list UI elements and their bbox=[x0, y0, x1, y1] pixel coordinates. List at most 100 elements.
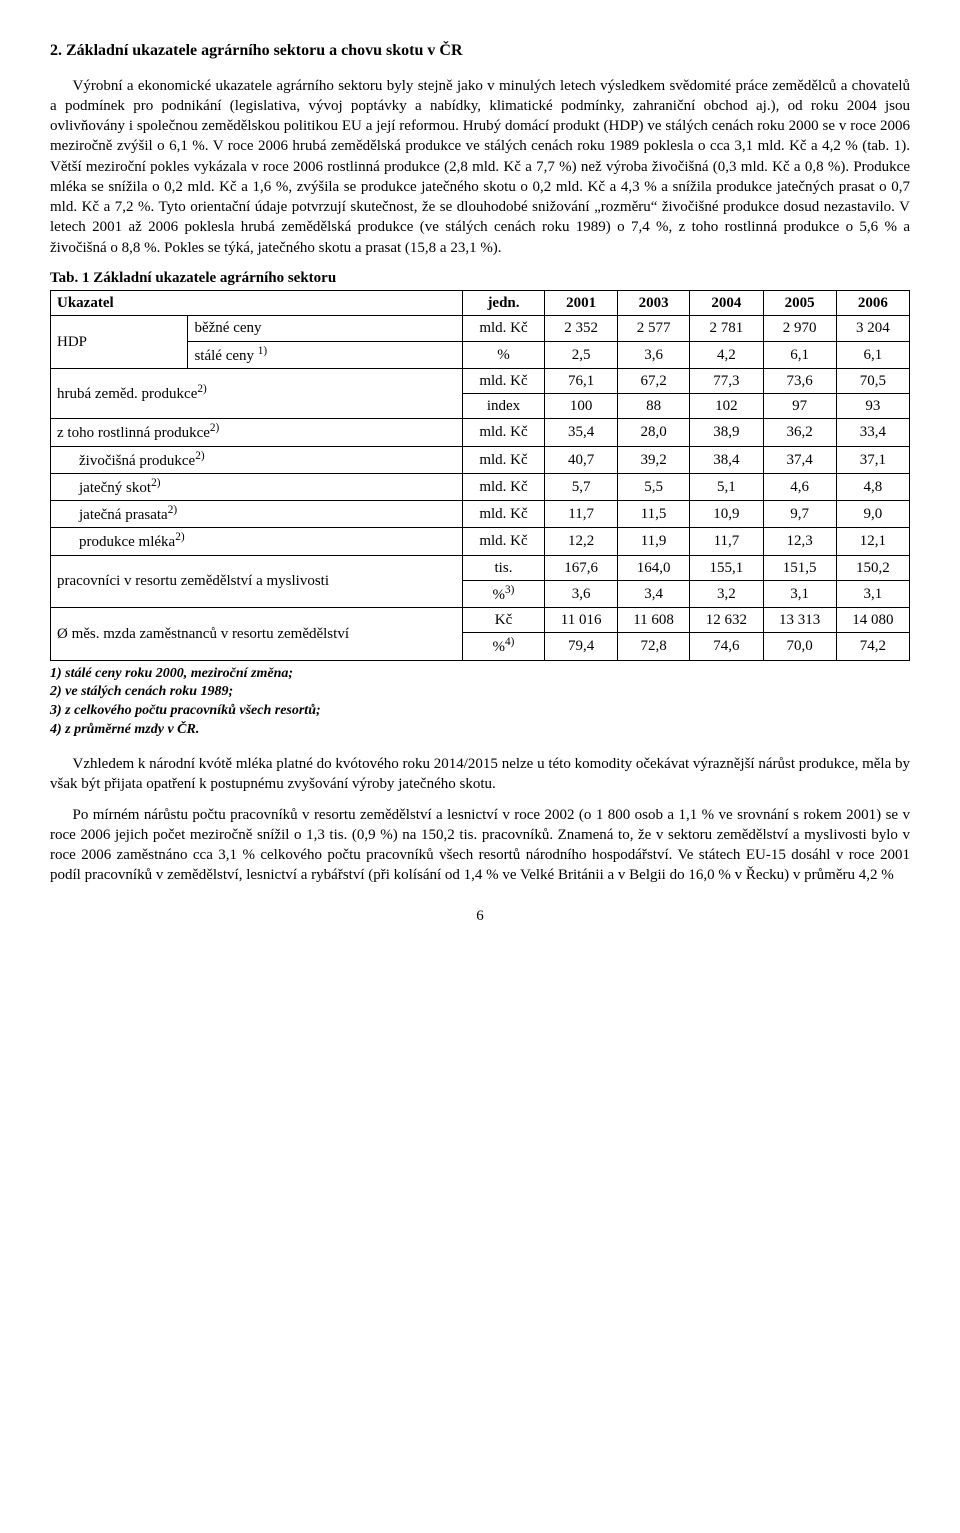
table-title: Tab. 1 Základní ukazatele agrárního sekt… bbox=[50, 268, 910, 288]
row-label-pracovnici: pracovníci v resortu zemědělství a mysli… bbox=[51, 555, 463, 608]
cell: 11,9 bbox=[617, 528, 689, 555]
cell: 67,2 bbox=[617, 368, 689, 393]
row-label-hdp: HDP bbox=[51, 316, 188, 369]
cell: 28,0 bbox=[617, 419, 689, 446]
cell: 13 313 bbox=[763, 608, 836, 633]
cell: 3,4 bbox=[617, 580, 689, 607]
cell-unit: mld. Kč bbox=[462, 528, 545, 555]
cell-unit: %3) bbox=[462, 580, 545, 607]
table-row: pracovníci v resortu zemědělství a mysli… bbox=[51, 555, 910, 580]
table-row: HDP běžné ceny mld. Kč 2 352 2 577 2 781… bbox=[51, 316, 910, 341]
cell-unit: mld. Kč bbox=[462, 473, 545, 500]
cell: 164,0 bbox=[617, 555, 689, 580]
section-title: 2. Základní ukazatele agrárního sektoru … bbox=[50, 40, 910, 62]
cell: 73,6 bbox=[763, 368, 836, 393]
cell: 5,5 bbox=[617, 473, 689, 500]
cell: 74,6 bbox=[690, 633, 763, 660]
col-2006: 2006 bbox=[836, 291, 909, 316]
cell: 3 204 bbox=[836, 316, 909, 341]
main-table: Ukazatel jedn. 2001 2003 2004 2005 2006 … bbox=[50, 290, 910, 661]
footnote-2: 2) ve stálých cenách roku 1989; bbox=[50, 683, 910, 702]
cell: 70,0 bbox=[763, 633, 836, 660]
cell: 11,5 bbox=[617, 501, 689, 528]
col-2004: 2004 bbox=[690, 291, 763, 316]
cell: 6,1 bbox=[836, 341, 909, 368]
cell: 6,1 bbox=[763, 341, 836, 368]
cell: 2,5 bbox=[545, 341, 617, 368]
row-sub-bezne: běžné ceny bbox=[188, 316, 462, 341]
table-header-row: Ukazatel jedn. 2001 2003 2004 2005 2006 bbox=[51, 291, 910, 316]
cell: 100 bbox=[545, 394, 617, 419]
cell: 4,2 bbox=[690, 341, 763, 368]
cell-unit: %4) bbox=[462, 633, 545, 660]
table-footnotes: 1) stálé ceny roku 2000, meziroční změna… bbox=[50, 665, 910, 741]
table-row: hrubá zeměd. produkce2) mld. Kč 76,1 67,… bbox=[51, 368, 910, 393]
cell-unit: mld. Kč bbox=[462, 419, 545, 446]
row-label-zivocisna: živočišná produkce2) bbox=[51, 446, 463, 473]
cell: 38,9 bbox=[690, 419, 763, 446]
paragraph-2: Vzhledem k národní kvótě mléka platné do… bbox=[50, 754, 910, 795]
cell: 12,3 bbox=[763, 528, 836, 555]
cell-unit: mld. Kč bbox=[462, 316, 545, 341]
cell: 12,2 bbox=[545, 528, 617, 555]
col-ukazatel: Ukazatel bbox=[51, 291, 463, 316]
cell: 38,4 bbox=[690, 446, 763, 473]
table-row: jatečný skot2) mld. Kč 5,7 5,5 5,1 4,6 4… bbox=[51, 473, 910, 500]
cell: 11,7 bbox=[690, 528, 763, 555]
cell: 5,1 bbox=[690, 473, 763, 500]
cell: 12,1 bbox=[836, 528, 909, 555]
cell: 70,5 bbox=[836, 368, 909, 393]
col-2003: 2003 bbox=[617, 291, 689, 316]
cell: 3,6 bbox=[617, 341, 689, 368]
row-label-skot: jatečný skot2) bbox=[51, 473, 463, 500]
cell-unit: mld. Kč bbox=[462, 446, 545, 473]
cell: 155,1 bbox=[690, 555, 763, 580]
footnote-1: 1) stálé ceny roku 2000, meziroční změna… bbox=[50, 665, 910, 684]
paragraph-3: Po mírném nárůstu počtu pracovníků v res… bbox=[50, 805, 910, 886]
cell: 4,6 bbox=[763, 473, 836, 500]
row-sub-stale: stálé ceny 1) bbox=[188, 341, 462, 368]
cell: 77,3 bbox=[690, 368, 763, 393]
row-label-rostlinna: z toho rostlinná produkce2) bbox=[51, 419, 463, 446]
col-2001: 2001 bbox=[545, 291, 617, 316]
cell: 14 080 bbox=[836, 608, 909, 633]
table-row: Ø měs. mzda zaměstnanců v resortu zemědě… bbox=[51, 608, 910, 633]
cell: 2 781 bbox=[690, 316, 763, 341]
footnote-3: 3) z celkového počtu pracovníků všech re… bbox=[50, 702, 910, 721]
cell: 35,4 bbox=[545, 419, 617, 446]
cell: 3,1 bbox=[763, 580, 836, 607]
cell: 2 352 bbox=[545, 316, 617, 341]
cell: 37,1 bbox=[836, 446, 909, 473]
cell: 3,2 bbox=[690, 580, 763, 607]
cell: 12 632 bbox=[690, 608, 763, 633]
page-number: 6 bbox=[50, 906, 910, 926]
cell: 74,2 bbox=[836, 633, 909, 660]
cell: 10,9 bbox=[690, 501, 763, 528]
cell: 3,1 bbox=[836, 580, 909, 607]
cell: 72,8 bbox=[617, 633, 689, 660]
table-row: jatečná prasata2) mld. Kč 11,7 11,5 10,9… bbox=[51, 501, 910, 528]
cell: 2 970 bbox=[763, 316, 836, 341]
cell: 151,5 bbox=[763, 555, 836, 580]
cell-unit: tis. bbox=[462, 555, 545, 580]
cell: 93 bbox=[836, 394, 909, 419]
cell-unit: index bbox=[462, 394, 545, 419]
row-label-prasata: jatečná prasata2) bbox=[51, 501, 463, 528]
paragraph-1: Výrobní a ekonomické ukazatele agrárního… bbox=[50, 76, 910, 258]
row-label-hruba: hrubá zeměd. produkce2) bbox=[51, 368, 463, 419]
table-row: živočišná produkce2) mld. Kč 40,7 39,2 3… bbox=[51, 446, 910, 473]
cell: 9,7 bbox=[763, 501, 836, 528]
cell: 79,4 bbox=[545, 633, 617, 660]
cell: 40,7 bbox=[545, 446, 617, 473]
cell: 4,8 bbox=[836, 473, 909, 500]
cell: 150,2 bbox=[836, 555, 909, 580]
cell: 9,0 bbox=[836, 501, 909, 528]
cell: 33,4 bbox=[836, 419, 909, 446]
cell-unit: % bbox=[462, 341, 545, 368]
col-2005: 2005 bbox=[763, 291, 836, 316]
cell-unit: mld. Kč bbox=[462, 368, 545, 393]
cell: 3,6 bbox=[545, 580, 617, 607]
cell: 102 bbox=[690, 394, 763, 419]
cell: 97 bbox=[763, 394, 836, 419]
cell: 167,6 bbox=[545, 555, 617, 580]
